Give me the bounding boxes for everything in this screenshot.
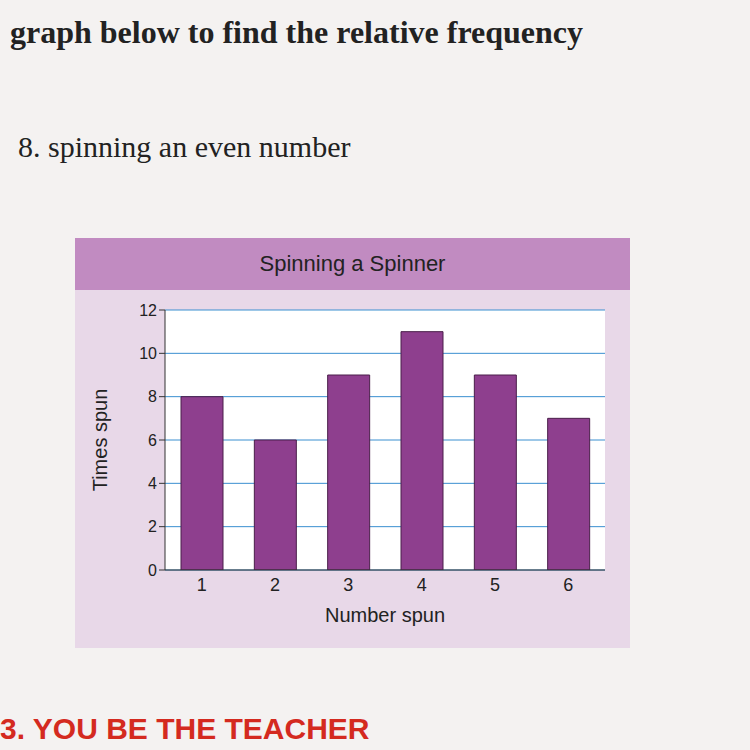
svg-text:4: 4 [148, 475, 157, 492]
html-text:graph below to find the relati: graph below to find the relative frequen… [10, 14, 583, 50]
svg-text:12: 12 [139, 302, 157, 319]
svg-text:5: 5 [490, 575, 500, 595]
svg-text:6: 6 [563, 575, 573, 595]
svg-text:2: 2 [270, 575, 280, 595]
svg-text:Times spun: Times spun [89, 389, 111, 492]
svg-text:1: 1 [197, 575, 207, 595]
html-text:3. YOU BE THE TEACHER: 3. YOU BE THE TEACHER [0, 712, 370, 745]
svg-text:4: 4 [417, 575, 427, 595]
svg-text:0: 0 [148, 562, 157, 579]
svg-text:8: 8 [148, 388, 157, 405]
html-text:Spinning a Spinner: Spinning a Spinner [259, 251, 446, 276]
svg-text:6: 6 [148, 432, 157, 449]
svg-text:3: 3 [343, 575, 353, 595]
svg-text:2: 2 [148, 518, 157, 535]
html-text:8. spinning an even number: 8. spinning an even number [18, 130, 351, 163]
svg-text:10: 10 [139, 345, 157, 362]
svg-text:Number spun: Number spun [325, 604, 445, 626]
